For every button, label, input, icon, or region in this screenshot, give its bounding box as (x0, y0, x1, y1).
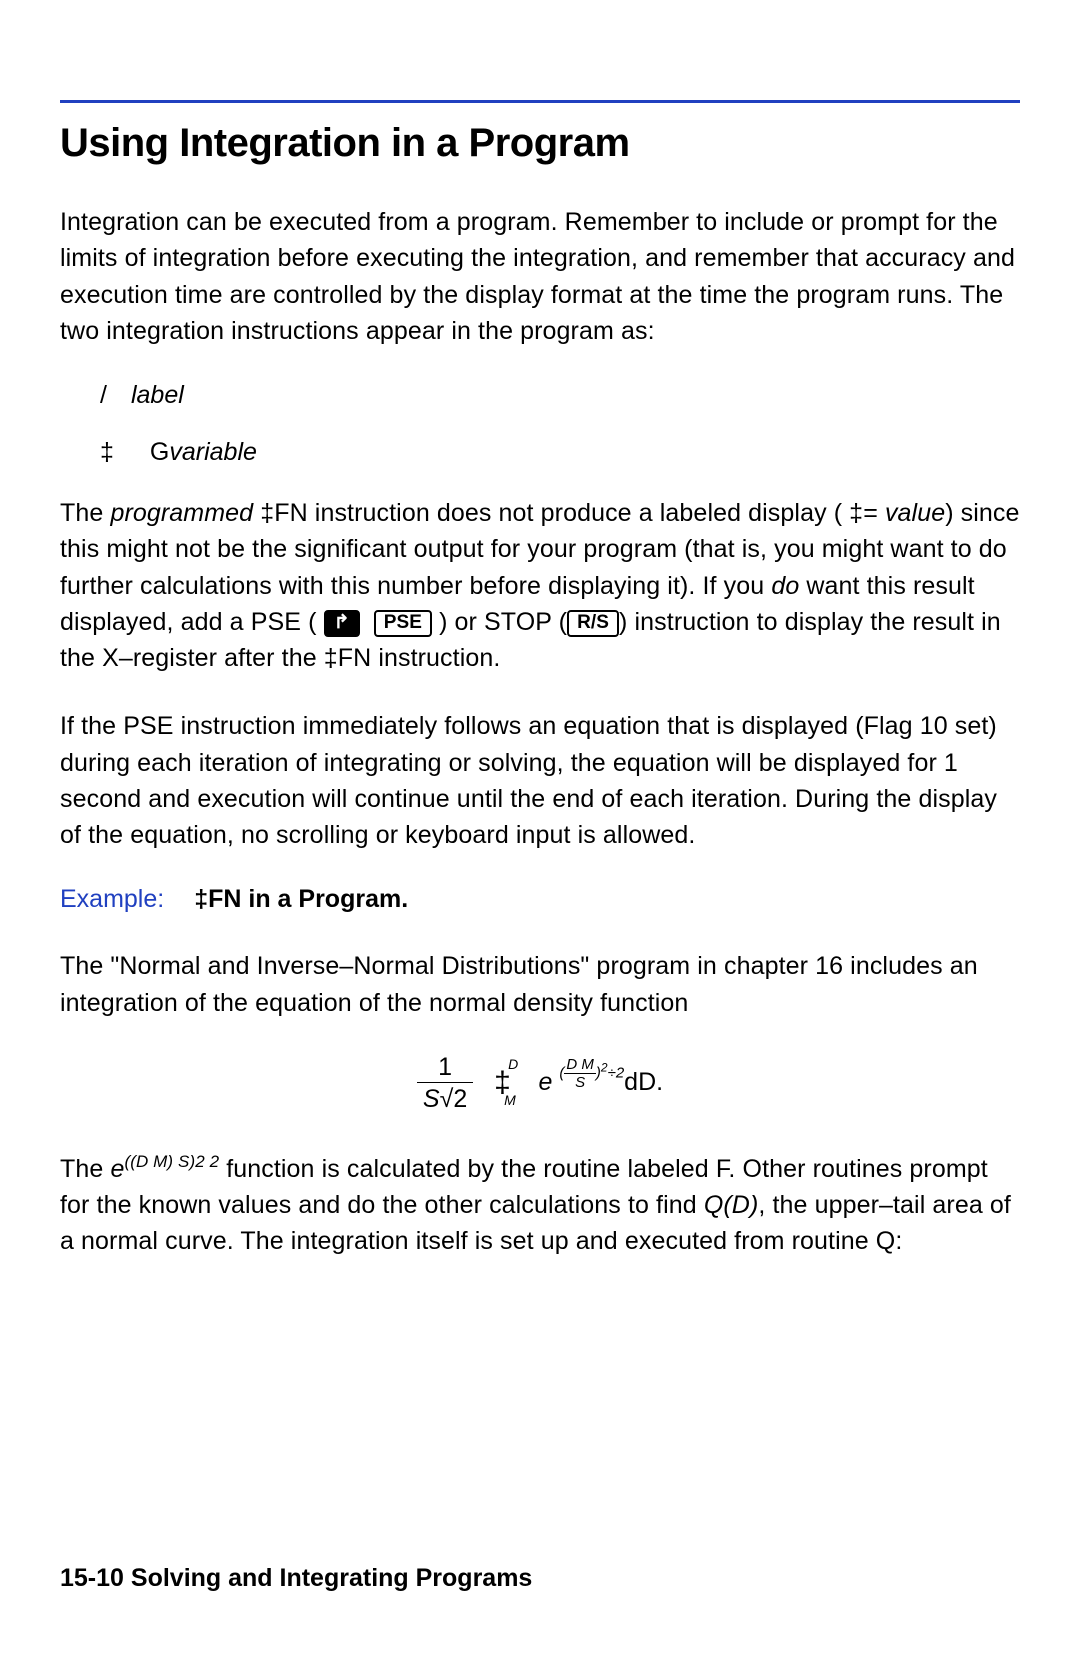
equation: 1 S√2 ‡ D M e (D MS)2÷2 dD. (60, 1053, 1020, 1114)
section-rule (60, 100, 1020, 103)
example-label: Example: (60, 885, 164, 913)
instr2-prefix: G (150, 438, 169, 466)
p5-e-base: e (110, 1155, 124, 1183)
p2-do: do (771, 572, 799, 600)
eqn-tail: dD. (624, 1068, 663, 1096)
eqn-exponent: (D MS)2÷2 (559, 1056, 624, 1091)
int-upper: D (508, 1056, 518, 1072)
rs-key-icon: R/S (567, 610, 619, 637)
p5-QD: Q(D) (704, 1191, 759, 1219)
p2-a: The (60, 499, 110, 527)
eqn-frac-den: S√2 (417, 1083, 473, 1114)
integral-symbol: ‡ D M (494, 1066, 511, 1100)
instruction-line-1: / label (100, 381, 1020, 410)
paragraph-2: The programmed ‡FN instruction does not … (60, 495, 1020, 676)
int-lower: M (504, 1092, 516, 1108)
instr2-symbol: ‡ (100, 438, 114, 467)
instruction-line-2: ‡ Gvariable (100, 438, 1020, 467)
p2-h: ) or STOP ( (432, 608, 567, 636)
paragraph-3: If the PSE instruction immediately follo… (60, 708, 1020, 853)
p2-value: value (885, 499, 945, 527)
eqn-fraction: 1 S√2 (417, 1053, 473, 1114)
paragraph-4: The "Normal and Inverse–Normal Distribut… (60, 948, 1020, 1021)
section-title: Using Integration in a Program (60, 121, 1020, 166)
eqn-frac-num: 1 (417, 1053, 473, 1083)
p2-programmed: programmed (110, 499, 253, 527)
chapter-title: Solving and Integrating Programs (124, 1564, 532, 1592)
pse-key-icon: PSE (374, 610, 432, 637)
example-heading: Example: ‡FN in a Program. (60, 885, 1020, 914)
intro-paragraph: Integration can be executed from a progr… (60, 204, 1020, 349)
instr1-symbol: / (100, 381, 107, 410)
paragraph-5: The e((D M) S)2 2 function is calculated… (60, 1150, 1020, 1260)
eqn-e: e (539, 1068, 553, 1096)
p5-a: The (60, 1155, 110, 1183)
page-footer: 15-10 Solving and Integrating Programs (60, 1564, 532, 1593)
instr2-word: variable (169, 438, 257, 466)
page-number: 15-10 (60, 1564, 124, 1592)
example-title: ‡FN in a Program. (194, 885, 408, 913)
p2-c: ‡FN instruction does not produce a label… (253, 499, 885, 527)
p5-exponent: ((D M) S)2 2 (124, 1152, 219, 1171)
shift-key-icon: ↱ (324, 610, 360, 637)
instr1-word: label (131, 381, 184, 409)
